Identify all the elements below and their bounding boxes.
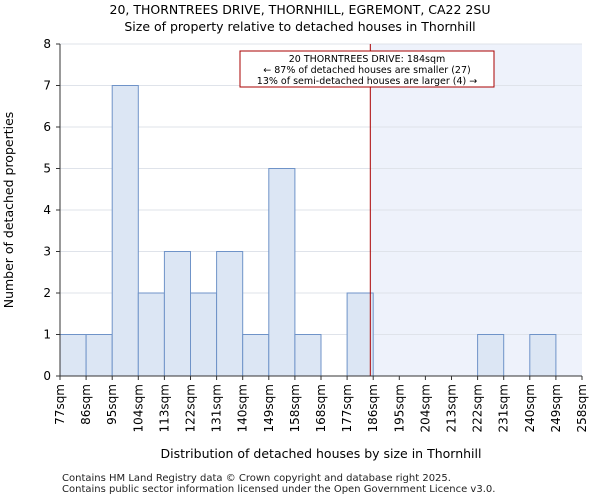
x-tick-label: 240sqm (523, 384, 537, 432)
histogram-bar (216, 251, 244, 377)
histogram-bar (59, 334, 87, 377)
annotation-line-3: 13% of semi-detached houses are larger (… (257, 76, 477, 87)
x-tick-label: 258sqm (575, 384, 589, 432)
histogram-chart: 0 1 2 3 4 5 6 7 8 77sqm 86sqm 95sqm 104sqm 113sqm 122s… (1, 37, 589, 461)
x-tick-label: 113sqm (157, 384, 171, 432)
x-tick-label: 131sqm (210, 384, 224, 432)
x-tick-label: 222sqm (471, 384, 485, 432)
annotation-line-1: 20 THORNTREES DRIVE: 184sqm (289, 54, 446, 65)
x-tick-label: 149sqm (262, 384, 276, 432)
histogram-bar (477, 334, 505, 377)
histogram-bar (163, 251, 191, 377)
x-tick-label: 195sqm (392, 384, 406, 432)
x-tick-label: 249sqm (549, 384, 563, 432)
x-tick-label: 213sqm (445, 384, 459, 432)
x-tick-label: 231sqm (497, 384, 511, 432)
annotation-line-2: ← 87% of detached houses are smaller (27… (263, 65, 470, 76)
y-tick-label: 1 (43, 328, 51, 342)
x-tick-label: 186sqm (366, 384, 380, 432)
chart-subtitle: Size of property relative to detached ho… (124, 19, 476, 34)
y-axis-label: Number of detached properties (1, 112, 16, 309)
x-axis-label: Distribution of detached houses by size … (161, 446, 482, 461)
histogram-bar (137, 292, 165, 377)
x-tick-label: 204sqm (418, 384, 432, 432)
y-tick-label: 0 (43, 369, 51, 383)
x-tick-label: 122sqm (184, 384, 198, 432)
chart-title: 20, THORNTREES DRIVE, THORNHILL, EGREMON… (109, 2, 491, 17)
y-tick-label: 4 (43, 203, 51, 217)
footer-copyright: Contains HM Land Registry data © Crown c… (62, 473, 451, 484)
histogram-bar (85, 334, 113, 377)
histogram-bar (190, 292, 218, 377)
annotation-box (239, 50, 495, 88)
histogram-bar (346, 292, 374, 377)
histogram-bar (242, 334, 270, 377)
x-tick-label: 77sqm (53, 384, 67, 425)
y-tick-label: 5 (43, 162, 51, 176)
histogram-bar (111, 85, 139, 377)
x-tick-label: 168sqm (314, 384, 328, 432)
histogram-bar (529, 334, 557, 377)
x-tick-label: 158sqm (288, 384, 302, 432)
y-tick-label: 3 (43, 245, 51, 259)
x-tick-label: 140sqm (236, 384, 250, 432)
y-tick-label: 7 (43, 79, 51, 93)
x-tick-label: 104sqm (131, 384, 145, 432)
y-tick-label: 2 (43, 286, 51, 300)
y-tick-label: 8 (43, 37, 51, 51)
x-tick-label: 95sqm (105, 384, 119, 425)
x-tick-label: 86sqm (79, 384, 93, 425)
y-tick-label: 6 (43, 120, 51, 134)
footer-licence: Contains public sector information licen… (62, 484, 496, 495)
histogram-bar (294, 334, 322, 377)
histogram-bar (268, 168, 296, 377)
x-tick-label: 177sqm (340, 384, 354, 432)
